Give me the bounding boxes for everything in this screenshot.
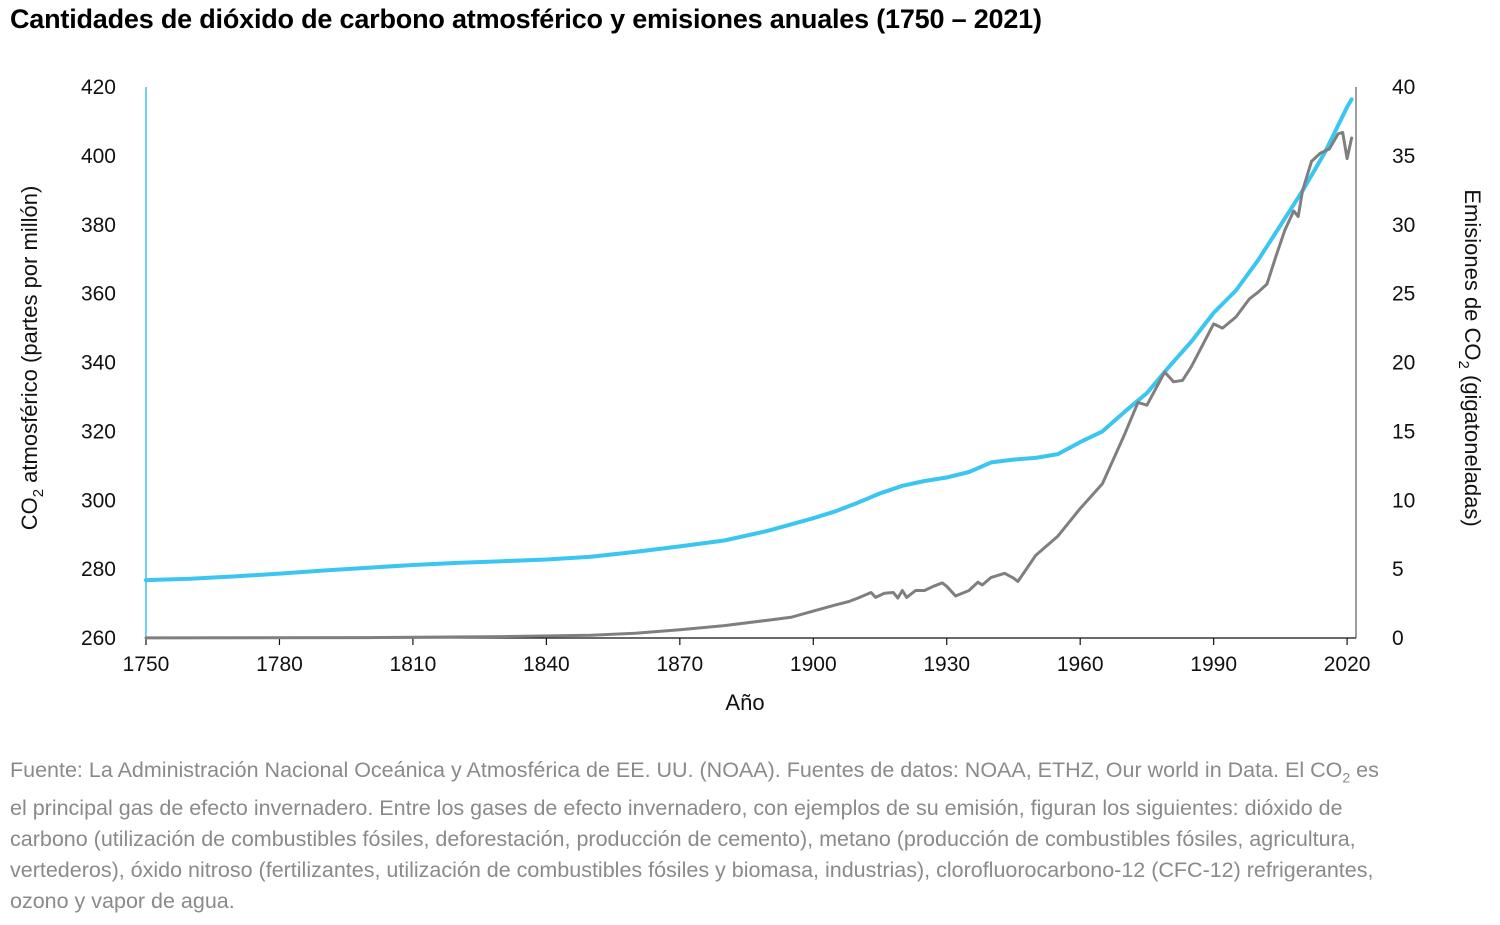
y-axis-right-title-pre: Emisiones de CO bbox=[1460, 189, 1485, 360]
y-right-tick-label: 35 bbox=[1392, 145, 1415, 168]
y-axis-right-title-sub: 2 bbox=[1455, 361, 1472, 369]
y-axis-right-title-post: (gigatoneladas) bbox=[1460, 369, 1485, 527]
x-tick-label: 1780 bbox=[256, 653, 303, 676]
chart-axes bbox=[145, 87, 1357, 645]
x-tick-label: 1750 bbox=[123, 653, 170, 676]
y-axis-left-title-sub: 2 bbox=[30, 489, 47, 497]
y-right-tick-label: 20 bbox=[1392, 352, 1415, 375]
x-tick-label: 1870 bbox=[656, 653, 703, 676]
y-left-tick-label: 300 bbox=[81, 489, 116, 512]
y-axis-left-title-pre: CO bbox=[17, 497, 42, 530]
y-right-tick-label: 0 bbox=[1392, 627, 1404, 650]
y-right-tick-label: 40 bbox=[1392, 76, 1415, 99]
y-axis-left-title-post: atmosférico (partes por millón) bbox=[17, 186, 42, 489]
x-tick-label: 1930 bbox=[923, 653, 970, 676]
y-axis-right-title: Emisiones de CO2 (gigatoneladas) bbox=[1455, 189, 1485, 526]
y-left-tick-label: 420 bbox=[81, 76, 116, 99]
source-footnote: Fuente: La Administración Nacional Oceán… bbox=[10, 755, 1400, 917]
y-left-tick-label: 380 bbox=[81, 214, 116, 237]
y-left-tick-label: 280 bbox=[81, 558, 116, 581]
x-axis-title: Año bbox=[725, 690, 764, 715]
footnote-part2: es el principal gas de efecto invernader… bbox=[10, 758, 1379, 914]
y-axis-left-title: CO2 atmosférico (partes por millón) bbox=[17, 186, 47, 531]
y-right-tick-label: 10 bbox=[1392, 489, 1415, 512]
chart-series bbox=[144, 97, 1354, 640]
x-tick-label: 1990 bbox=[1190, 653, 1237, 676]
y-left-tick-label: 400 bbox=[81, 145, 116, 168]
y-left-tick-label: 360 bbox=[81, 283, 116, 306]
x-tick-label: 1840 bbox=[523, 653, 570, 676]
x-tick-label: 1810 bbox=[390, 653, 437, 676]
emissions-line bbox=[144, 131, 1354, 640]
chart-title: Cantidades de dióxido de carbono atmosfé… bbox=[10, 4, 1042, 34]
footnote-sub: 2 bbox=[1342, 769, 1351, 786]
x-tick-label: 2020 bbox=[1324, 653, 1371, 676]
y-left-tick-label: 320 bbox=[81, 420, 116, 443]
y-right-tick-label: 30 bbox=[1392, 214, 1415, 237]
y-right-tick-label: 5 bbox=[1392, 558, 1404, 581]
chart-canvas: 1750 1780 1810 1840 1870 1900 1930 1960 1990 2020… bbox=[17, 76, 1485, 715]
y-left-tick-label: 260 bbox=[81, 627, 116, 650]
footnote-part1: Fuente: La Administración Nacional Oceán… bbox=[10, 758, 1343, 782]
y-left-tick-label: 340 bbox=[81, 352, 116, 375]
x-tick-label: 1900 bbox=[790, 653, 837, 676]
y-right-tick-label: 25 bbox=[1392, 283, 1415, 306]
y-right-tick-label: 15 bbox=[1392, 420, 1415, 443]
co2-ppm-line bbox=[144, 97, 1354, 583]
x-tick-label: 1960 bbox=[1057, 653, 1104, 676]
chart-tick-labels: 1750 1780 1810 1840 1870 1900 1930 1960 1990 2020… bbox=[81, 76, 1415, 676]
